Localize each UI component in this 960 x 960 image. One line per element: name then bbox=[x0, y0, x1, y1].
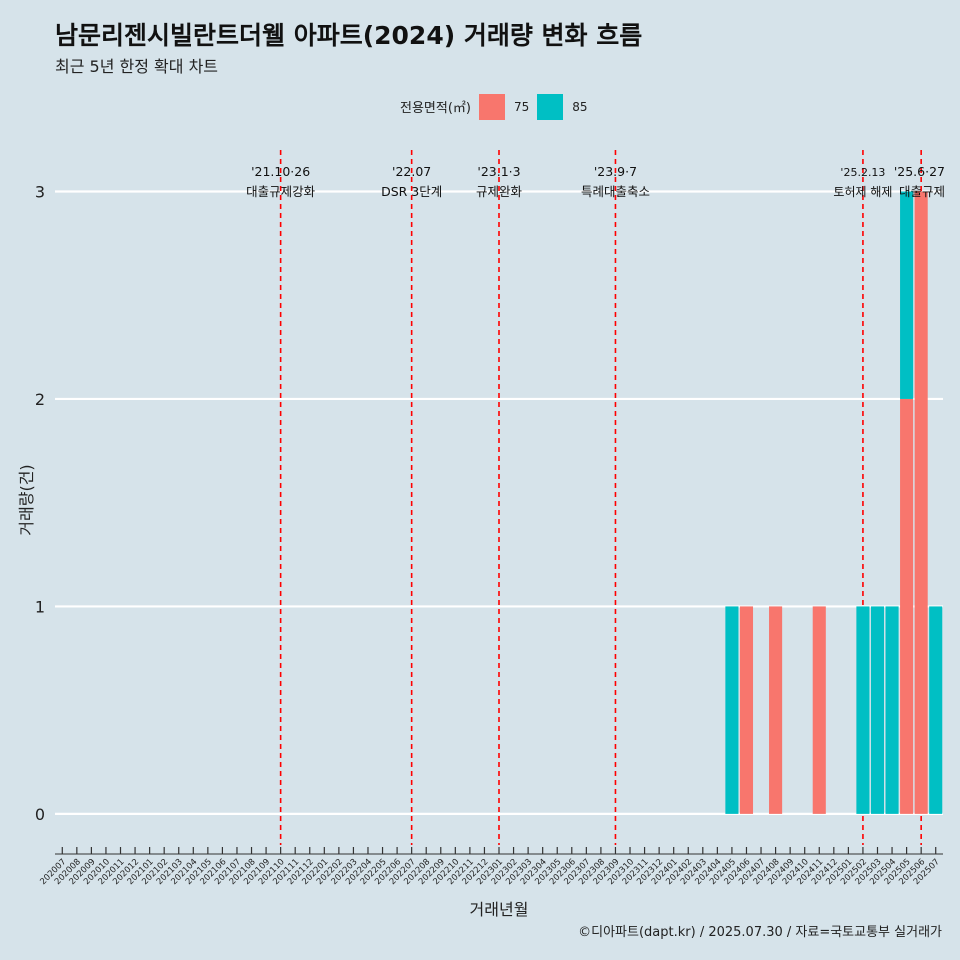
source-caption: ©디아파트(dapt.kr) / 2025.07.30 / 자료=국토교통부 실… bbox=[578, 925, 942, 940]
event-labels: '21.10·26 대출규제강화 '22.07 DSR 3단계 '23.1·3 규제완화 '… bbox=[246, 164, 945, 199]
legend-swatch-85 bbox=[537, 93, 564, 120]
grid-lines bbox=[55, 190, 943, 815]
bar-75-202406 bbox=[739, 606, 754, 814]
axes: 0123202007202008202009202010202011202012… bbox=[17, 182, 943, 919]
legend: 전용면적(㎡) 75 85 bbox=[400, 93, 596, 120]
bar-85-202505 bbox=[900, 191, 914, 399]
event-name-label: 특례대출축소 bbox=[581, 184, 650, 199]
event-date-label: '25.2.13 bbox=[840, 166, 885, 179]
event-date-label: '22.07 bbox=[392, 164, 431, 179]
bar-85-202507 bbox=[929, 606, 943, 814]
event-date-label: '23.9·7 bbox=[594, 164, 637, 179]
event-name-label: 규제완화 bbox=[476, 184, 523, 199]
event-date-label: '25.6·27 bbox=[894, 164, 945, 179]
bar-75-202505 bbox=[900, 398, 914, 814]
event-name-label: DSR 3단계 bbox=[381, 184, 442, 199]
event-name-label: 토허제 해제 bbox=[833, 185, 892, 199]
bar-75-202408 bbox=[769, 606, 783, 814]
chart-title: 남문리젠시빌란트더웰 아파트(2024) 거래량 변화 흐름 bbox=[55, 21, 643, 50]
event-date-label: '23.1·3 bbox=[477, 164, 520, 179]
bar-75-202411 bbox=[812, 606, 826, 814]
bar-85-202503 bbox=[870, 606, 885, 814]
y-tick-label: 2 bbox=[35, 390, 45, 409]
bar-85-202502 bbox=[856, 606, 870, 814]
y-tick-label: 0 bbox=[35, 805, 45, 824]
legend-title: 전용면적(㎡) bbox=[400, 101, 471, 116]
bars bbox=[725, 191, 943, 814]
bar-85-202504 bbox=[885, 606, 899, 814]
y-axis-title: 거래량(건) bbox=[17, 464, 36, 535]
y-tick-label: 3 bbox=[35, 182, 45, 201]
legend-label-85: 85 bbox=[572, 99, 588, 114]
chart-subtitle: 최근 5년 한정 확대 차트 bbox=[55, 57, 219, 76]
event-name-label: 대출규제강화 bbox=[246, 184, 316, 199]
legend-swatch-75 bbox=[478, 93, 505, 120]
bar-75-202506 bbox=[914, 191, 928, 814]
bar-85-202405 bbox=[725, 606, 739, 814]
event-name-label: 대출규제 bbox=[899, 184, 945, 199]
event-date-label: '21.10·26 bbox=[251, 164, 310, 179]
y-tick-label: 1 bbox=[35, 597, 45, 616]
x-axis-title: 거래년월 bbox=[470, 900, 529, 919]
legend-label-75: 75 bbox=[513, 99, 530, 114]
